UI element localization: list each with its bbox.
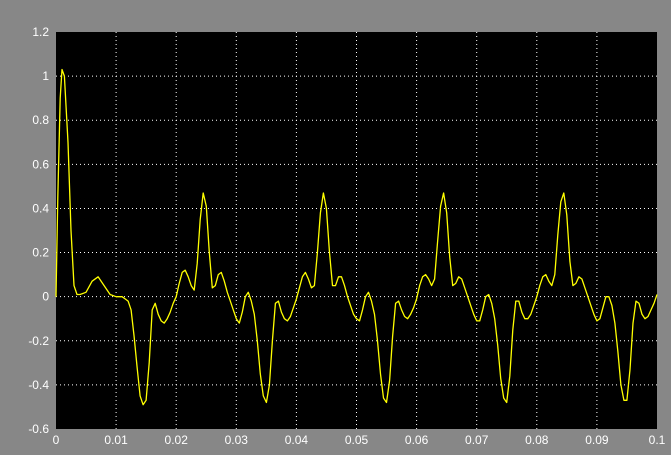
y-tick-label: 0.8 — [32, 113, 49, 127]
y-tick-label: -0.6 — [28, 422, 49, 436]
signal-trace — [55, 68, 658, 406]
x-tick-label: 0 — [53, 433, 60, 447]
x-tick-label: 0.03 — [225, 433, 249, 447]
grid-lines — [56, 32, 657, 429]
y-tick-label: 1 — [42, 69, 49, 83]
y-axis-ticks: 1.2 1 0.8 0.6 0.4 0.2 0 -0.2 -0.4 -0.6 — [28, 25, 49, 436]
y-tick-label: 1.2 — [32, 25, 49, 39]
y-tick-label: 0.2 — [32, 246, 49, 260]
x-tick-label: 0.08 — [525, 433, 549, 447]
y-tick-label: 0.6 — [32, 157, 49, 171]
y-tick-label: 0 — [42, 290, 49, 304]
x-axis-ticks: 0 0.01 0.02 0.03 0.04 0.05 0.06 0.07 0.08 0.09 0.1 — [53, 433, 666, 447]
y-tick-label: -0.2 — [28, 334, 49, 348]
x-tick-label: 0.07 — [465, 433, 489, 447]
y-tick-label: -0.4 — [28, 378, 49, 392]
x-tick-label: 0.01 — [104, 433, 128, 447]
plot-background — [56, 32, 657, 429]
y-tick-label: 0.4 — [32, 201, 49, 215]
x-tick-label: 0.1 — [649, 433, 666, 447]
x-tick-label: 0.02 — [165, 433, 189, 447]
x-tick-label: 0.06 — [405, 433, 429, 447]
x-tick-label: 0.09 — [585, 433, 609, 447]
x-tick-label: 0.04 — [285, 433, 309, 447]
trace-layer — [55, 68, 658, 406]
x-tick-label: 0.05 — [345, 433, 369, 447]
